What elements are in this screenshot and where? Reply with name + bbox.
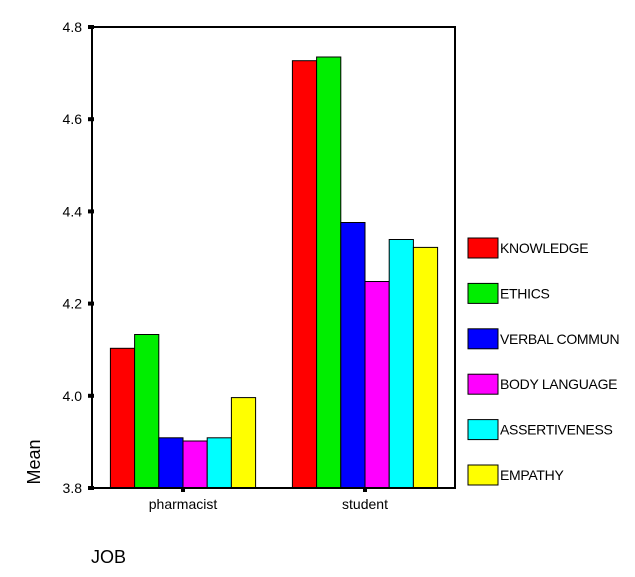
bar-student-verbal-commun [340, 222, 366, 489]
x-tick-mark [363, 487, 367, 492]
x-tick-label: student [342, 496, 388, 512]
y-tick-mark [88, 486, 94, 490]
y-tick-mark [88, 117, 94, 122]
x-tick-mark [181, 487, 185, 492]
legend-label: BODY LANGUAGE [500, 376, 617, 392]
y-tick-label: 4.2 [63, 296, 83, 312]
bar-pharmacist-ethics [134, 334, 160, 489]
legend-label: EMPATHY [500, 467, 564, 483]
legend-swatch [467, 464, 499, 486]
x-axis-label: JOB [91, 547, 126, 567]
y-tick-label: 4.6 [63, 111, 83, 127]
y-tick-label: 4.0 [63, 388, 83, 404]
bar-pharmacist-empathy [230, 397, 257, 489]
legend-label: VERBAL COMMUN [500, 331, 619, 347]
x-tick-label: pharmacist [149, 496, 218, 512]
bar-student-assertiveness [388, 239, 414, 489]
y-tick-mark [88, 209, 94, 214]
bar-student-body-language [364, 281, 390, 489]
legend-label: ASSERTIVENESS [500, 422, 613, 438]
legend-swatch [467, 328, 499, 350]
legend-label: KNOWLEDGE [500, 240, 588, 256]
plot-frame [91, 26, 456, 489]
legend-swatch [467, 237, 499, 259]
axis-layer: 3.8 4.0 4.2 4.4 4.6 4.8 pharmacist student [63, 19, 389, 512]
y-tick-label: 3.8 [63, 480, 83, 496]
y-tick-mark [88, 25, 94, 29]
bar-pharmacist-verbal-commun [158, 437, 184, 489]
bar-student-empathy [412, 246, 439, 489]
legend-swatch [467, 419, 499, 441]
bar-student-ethics [316, 56, 342, 489]
bar-pharmacist-body-language [182, 440, 208, 489]
legend-label: ETHICS [500, 285, 550, 301]
y-axis-label: Mean [24, 439, 44, 484]
bar-pharmacist-assertiveness [206, 437, 232, 489]
legend: KNOWLEDGE ETHICS VERBAL COMMUN BODY LANGUAG… [467, 237, 620, 486]
legend-swatch [467, 373, 499, 395]
bar-student-knowledge [291, 60, 318, 489]
y-tick-mark [88, 301, 94, 306]
bars-layer [109, 56, 439, 489]
bar-pharmacist-knowledge [109, 347, 136, 489]
y-tick-label: 4.4 [63, 203, 83, 219]
y-tick-label: 4.8 [63, 19, 83, 35]
legend-swatch [467, 282, 499, 304]
y-tick-mark [88, 393, 94, 398]
